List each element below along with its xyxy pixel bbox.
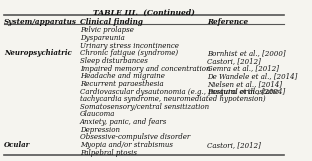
- Text: Headache and migraine: Headache and migraine: [80, 72, 165, 80]
- Text: TABLE III.  (Continued): TABLE III. (Continued): [93, 9, 195, 17]
- Text: Glaucoma: Glaucoma: [80, 110, 115, 118]
- Text: Palpebral ptosis: Palpebral ptosis: [80, 149, 137, 157]
- Text: Dyspareunia: Dyspareunia: [80, 34, 125, 42]
- Text: tachycardia syndrome, neuromediated hypotension): tachycardia syndrome, neuromediated hypo…: [80, 95, 266, 103]
- Text: Recurrent paraesthesia: Recurrent paraesthesia: [80, 80, 163, 88]
- Text: Ocular: Ocular: [4, 141, 31, 149]
- Text: De Wandele et al., [2014]: De Wandele et al., [2014]: [207, 72, 297, 80]
- Text: Gemra et al., [2012]: Gemra et al., [2012]: [207, 65, 279, 72]
- Text: Sleep disturbances: Sleep disturbances: [80, 57, 148, 65]
- Text: Pelvic prolapse: Pelvic prolapse: [80, 26, 134, 34]
- Text: Cardiovascular dysautonomia (e.g., postural orthostatic: Cardiovascular dysautonomia (e.g., postu…: [80, 88, 279, 95]
- Text: Somatosensory/central sensitization: Somatosensory/central sensitization: [80, 103, 209, 111]
- Text: Urinary stress incontinence: Urinary stress incontinence: [80, 42, 179, 50]
- Text: Pasquini et al., [2004]: Pasquini et al., [2004]: [207, 88, 285, 95]
- Text: Reference: Reference: [207, 18, 248, 26]
- Text: Bornhist et al., [2000]: Bornhist et al., [2000]: [207, 49, 286, 57]
- Text: Nielsen et al., [2014]: Nielsen et al., [2014]: [207, 80, 282, 88]
- Text: Clinical finding: Clinical finding: [80, 18, 143, 26]
- Text: Depression: Depression: [80, 126, 120, 134]
- Text: Obsessive-compulsive disorder: Obsessive-compulsive disorder: [80, 133, 190, 142]
- Text: Anxiety, panic, and fears: Anxiety, panic, and fears: [80, 118, 167, 126]
- Text: Myopia and/or strabismus: Myopia and/or strabismus: [80, 141, 173, 149]
- Text: Neuropsychiatric: Neuropsychiatric: [4, 49, 72, 57]
- Text: Chronic fatigue (syndrome): Chronic fatigue (syndrome): [80, 49, 178, 57]
- Text: System/apparatus: System/apparatus: [4, 18, 77, 26]
- Text: Castori, [2012]: Castori, [2012]: [207, 57, 261, 65]
- Text: Impaired memory and concentration: Impaired memory and concentration: [80, 65, 210, 72]
- Text: Castori, [2012]: Castori, [2012]: [207, 141, 261, 149]
